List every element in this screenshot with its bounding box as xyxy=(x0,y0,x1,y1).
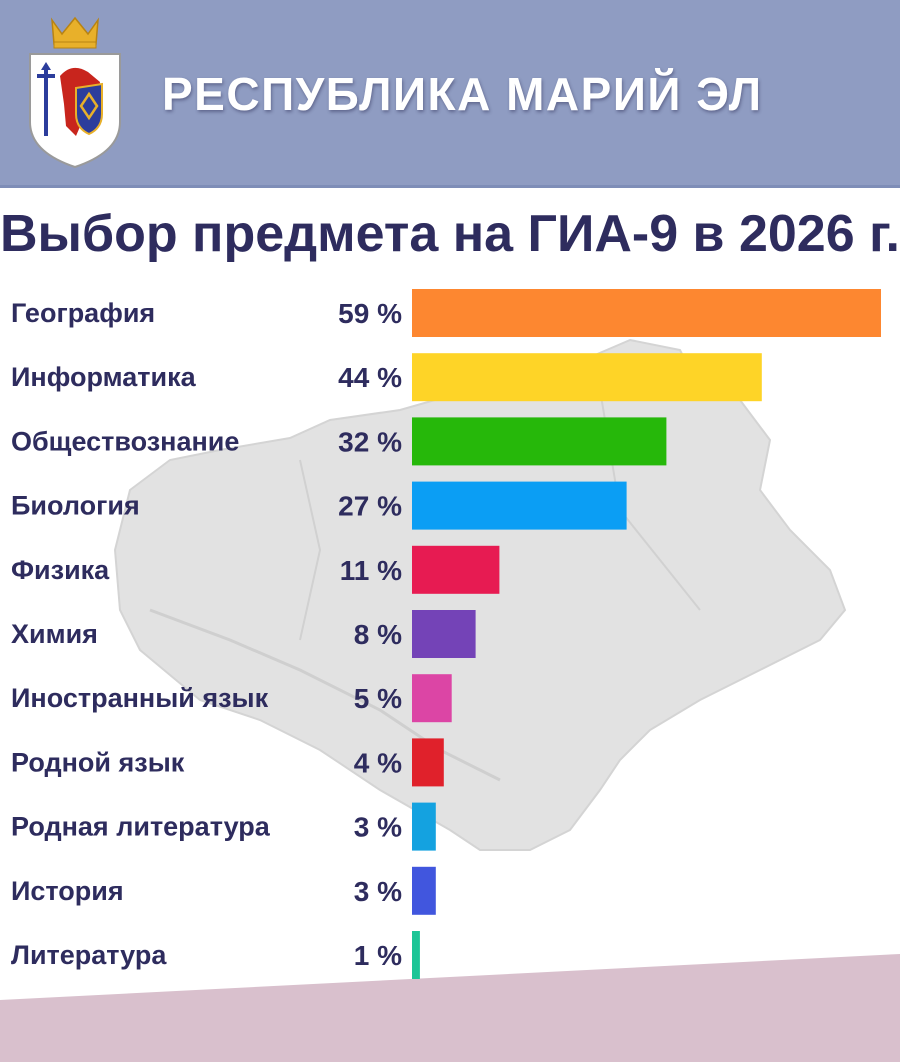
bar-4 xyxy=(412,481,627,530)
bar-2 xyxy=(412,353,762,402)
value-label: 27 % xyxy=(338,491,402,522)
bar-9 xyxy=(412,802,436,851)
category-label: Физика xyxy=(11,555,110,585)
category-label: Иностранный язык xyxy=(11,683,269,713)
category-label: Химия xyxy=(11,619,98,649)
value-label: 1 % xyxy=(354,940,402,971)
category-label: История xyxy=(11,876,124,906)
value-label: 5 % xyxy=(354,683,402,714)
category-label: Обществознание xyxy=(11,426,239,456)
category-label: Информатика xyxy=(11,362,197,392)
category-label: Биология xyxy=(11,491,140,521)
value-label: 3 % xyxy=(354,876,402,907)
bar-1 xyxy=(412,289,881,337)
category-label: Родной язык xyxy=(11,747,185,777)
bar-7 xyxy=(412,674,452,723)
bar-3 xyxy=(412,417,667,466)
bar-5 xyxy=(412,545,500,594)
bar-11 xyxy=(412,931,420,979)
region-title: РЕСПУБЛИКА МАРИЙ ЭЛ xyxy=(162,68,763,120)
value-label: 44 % xyxy=(338,362,402,393)
value-label: 32 % xyxy=(338,426,402,457)
value-label: 4 % xyxy=(354,747,402,778)
header-banner: РЕСПУБЛИКА МАРИЙ ЭЛ xyxy=(0,0,900,188)
category-label: Родная литература xyxy=(11,812,271,842)
coat-of-arms-icon xyxy=(29,16,121,169)
value-label: 8 % xyxy=(354,619,402,650)
bar-6 xyxy=(412,610,476,658)
value-label: 3 % xyxy=(354,812,402,843)
chart-title: Выбор предмета на ГИА-9 в 2026 г. xyxy=(0,205,900,263)
category-label: География xyxy=(11,298,155,328)
bar-8 xyxy=(412,738,444,787)
value-label: 59 % xyxy=(338,298,402,329)
value-label: 11 % xyxy=(340,555,402,586)
category-label: Литература xyxy=(11,940,167,970)
bottom-decor-band xyxy=(0,954,900,1062)
bar-10 xyxy=(412,866,436,915)
